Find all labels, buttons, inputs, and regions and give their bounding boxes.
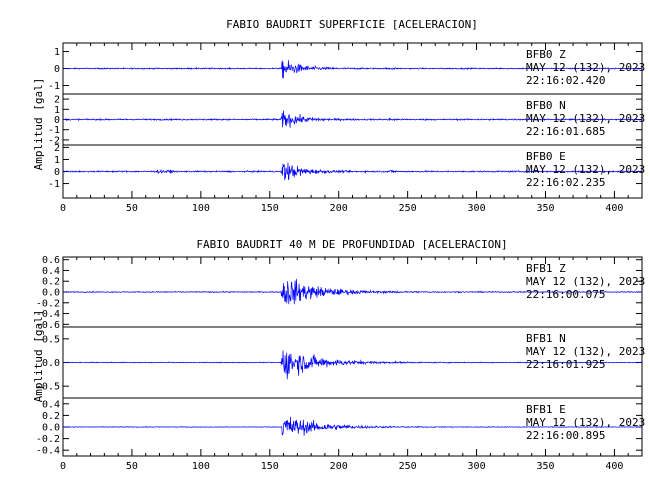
y-tick-label: -0.2	[36, 434, 60, 445]
y-tick-label: -0.4	[36, 309, 60, 320]
trace-station-label: BFB1 Z	[526, 262, 566, 275]
y-tick-label: -0.6	[36, 320, 60, 331]
y-tick-label: 2	[54, 95, 60, 106]
y-tick-label: 0	[54, 115, 60, 126]
y-tick-label: 0.5	[42, 334, 60, 345]
x-tick-label: 250	[399, 203, 417, 214]
trace-date-label: MAY 12 (132), 2023	[526, 345, 645, 358]
waveform-bfb1-n	[62, 350, 642, 380]
y-tick-label: 0.6	[42, 255, 60, 266]
trace-date-label: MAY 12 (132), 2023	[526, 275, 645, 288]
y-tick-label: 0	[54, 64, 60, 75]
trace-time-label: 22:16:00.075	[526, 288, 605, 301]
y-tick-label: 0.4	[42, 399, 60, 410]
x-tick-label: 250	[399, 461, 417, 472]
trace-time-label: 22:16:01.925	[526, 358, 605, 371]
waveform-bfb0-e	[62, 162, 643, 181]
y-tick-label: 0	[54, 167, 60, 178]
trace-date-label: MAY 12 (132), 2023	[526, 416, 645, 429]
waveform-bfb1-e	[62, 416, 643, 436]
trace-date-label: MAY 12 (132), 2023	[526, 163, 645, 176]
y-tick-label: 0.0	[42, 423, 60, 434]
y-tick-label: -1	[48, 179, 60, 190]
x-tick-label: 300	[468, 203, 486, 214]
y-tick-label: 0.0	[42, 288, 60, 299]
y-tick-label: 1	[54, 155, 60, 166]
y-tick-label: -0.2	[36, 298, 60, 309]
y-tick-label: 1	[54, 47, 60, 58]
x-tick-label: 150	[261, 203, 279, 214]
trace-station-label: BFB0 N	[526, 99, 566, 112]
y-tick-label: -0.4	[36, 446, 60, 457]
surface-acceleration-panel: FABIO BAUDRIT SUPERFICIE [ACELERACION] A…	[32, 18, 645, 214]
x-tick-label: 200	[330, 203, 348, 214]
waveform-bfb0-z	[62, 60, 643, 79]
trace-time-label: 22:16:02.420	[526, 74, 605, 87]
x-tick-label: 0	[60, 203, 66, 214]
y-tick-label: 0.0	[42, 358, 60, 369]
x-tick-label: 400	[605, 461, 623, 472]
y-tick-label: -1	[48, 125, 60, 136]
x-tick-label: 150	[261, 461, 279, 472]
trace-station-label: BFB0 Z	[526, 48, 566, 61]
x-tick-label: 350	[536, 203, 554, 214]
trace-station-label: BFB1 E	[526, 403, 566, 416]
x-tick-label: 300	[468, 461, 486, 472]
waveform-bfb0-n	[62, 110, 643, 128]
y-tick-label: 0.2	[42, 411, 60, 422]
trace-station-label: BFB0 E	[526, 150, 566, 163]
y-tick-label: -2	[48, 135, 60, 146]
trace-station-label: BFB1 N	[526, 332, 566, 345]
y-tick-label: -1	[48, 81, 60, 92]
panel-title: FABIO BAUDRIT SUPERFICIE [ACELERACION]	[226, 18, 478, 31]
y-axis-label: Amplitud [gal]	[32, 78, 45, 171]
x-tick-label: 100	[192, 461, 210, 472]
y-tick-label: 1	[54, 105, 60, 116]
y-tick-label: 0.4	[42, 266, 60, 277]
trace-time-label: 22:16:01.685	[526, 125, 605, 138]
waveform-bfb1-z	[62, 278, 643, 305]
panel-title: FABIO BAUDRIT 40 M DE PROFUNDIDAD [ACELE…	[196, 238, 507, 251]
y-tick-label: 0.2	[42, 277, 60, 288]
trace-date-label: MAY 12 (132), 2023	[526, 112, 645, 125]
x-tick-label: 400	[605, 203, 623, 214]
depth-acceleration-panel: FABIO BAUDRIT 40 M DE PROFUNDIDAD [ACELE…	[32, 238, 645, 472]
trace-time-label: 22:16:00.895	[526, 429, 605, 442]
y-tick-label: -0.5	[36, 382, 60, 393]
x-tick-label: 350	[536, 461, 554, 472]
y-axis-label: Amplitud [gal]	[32, 310, 45, 403]
x-tick-label: 50	[126, 203, 138, 214]
x-tick-label: 0	[60, 461, 66, 472]
x-tick-label: 50	[126, 461, 138, 472]
trace-time-label: 22:16:02.235	[526, 176, 605, 189]
x-tick-label: 200	[330, 461, 348, 472]
trace-date-label: MAY 12 (132), 2023	[526, 61, 645, 74]
x-tick-label: 100	[192, 203, 210, 214]
y-tick-label: 2	[54, 143, 60, 154]
